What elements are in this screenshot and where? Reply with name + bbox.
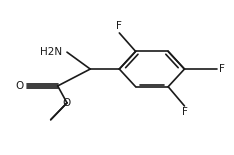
Text: F: F <box>182 107 187 117</box>
Text: O: O <box>63 98 71 108</box>
Text: F: F <box>116 21 122 31</box>
Text: O: O <box>16 81 24 91</box>
Text: H2N: H2N <box>40 47 62 57</box>
Text: F: F <box>219 64 225 74</box>
